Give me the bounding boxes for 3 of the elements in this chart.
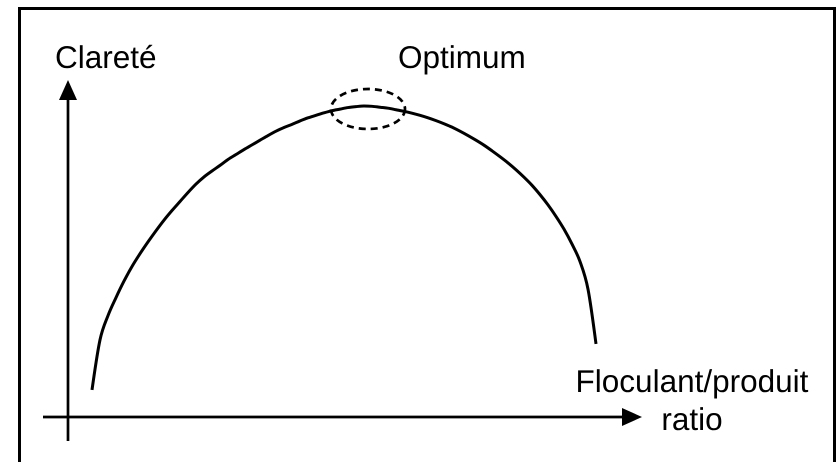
y-axis-title: Clareté bbox=[55, 39, 157, 75]
x-axis-title: Floculant/produit ratio bbox=[576, 363, 809, 437]
text: Optimum bbox=[398, 39, 526, 75]
